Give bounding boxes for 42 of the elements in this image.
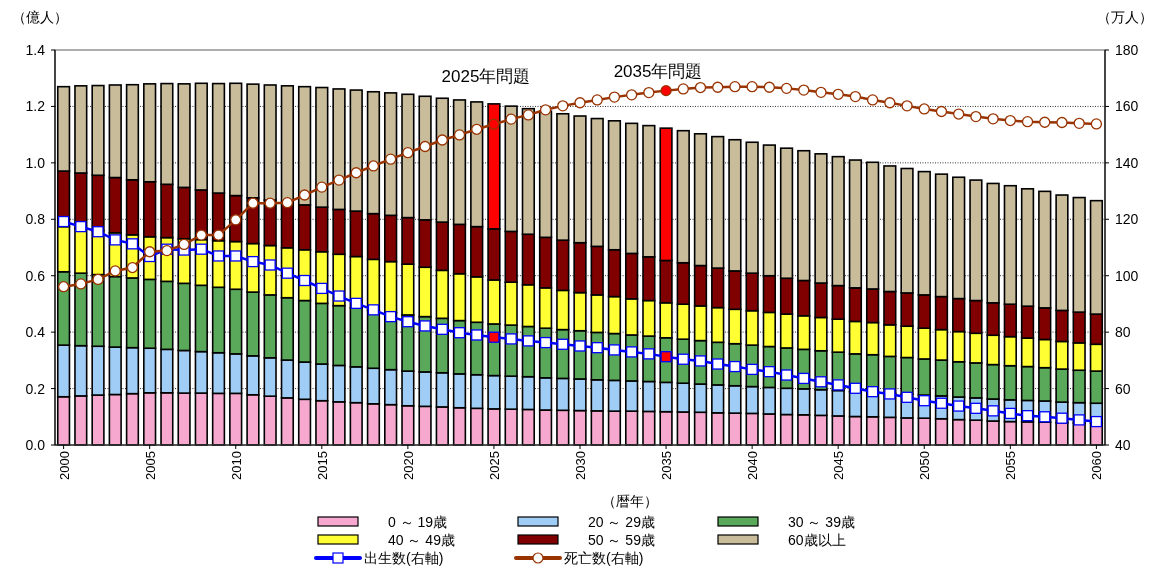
legend-label: 50 ～ 59歳 [588,532,655,548]
y-tick-label: 1.4 [25,42,46,58]
y2-tick-label: 40 [1115,437,1131,453]
x-tick-label: 2055 [1003,451,1019,480]
y-tick-label: 0.8 [25,211,46,228]
y2-tick-label: 180 [1115,42,1139,58]
legend-label: 出生数(右軸) [364,550,444,566]
y-tick-label: 1.2 [25,98,46,115]
x-tick-label: 2025 [486,451,502,480]
y-tick-label: 0.4 [25,324,46,341]
x-tick-label: 2020 [400,451,416,480]
y2-tick-label: 80 [1115,324,1131,341]
y2-tick-label: 100 [1115,267,1139,284]
x-tick-label: 2035 [659,451,675,480]
x-tick-label: 2010 [228,451,244,480]
legend-label: 60歳以上 [788,532,846,548]
annotation: 2035年問題 [613,62,703,81]
y-tick-label: 1.0 [25,154,46,171]
y-tick-label: 0.2 [25,380,46,397]
legend-label: 40 ～ 49歳 [388,532,455,548]
y2-tick-label: 60 [1115,380,1131,397]
legend-label: 0 ～ 19歳 [388,514,448,530]
x-tick-label: 2030 [573,451,588,480]
x-tick-label: 2005 [142,451,158,480]
y2-tick-label: 160 [1115,98,1139,115]
annotation: 2025年問題 [441,67,531,86]
x-tick-label: 2060 [1089,451,1105,480]
x-tick-label: 2000 [56,451,72,480]
x-tick-label: 2015 [314,451,330,480]
y2-tick-label: 140 [1115,154,1139,171]
legend-label: 死亡数(右軸) [564,550,644,566]
y2-tick-label: 120 [1115,211,1139,228]
y2-axis-title: （万人） [1097,9,1153,25]
legend-label: 20 ～ 29歳 [588,514,655,530]
y-axis-title: （億人） [12,9,68,25]
legend-label: 30 ～ 39歳 [788,514,855,530]
y-tick-label: 0.6 [25,267,46,284]
x-axis-title: （暦年） [602,493,658,509]
y-tick-label: 0.0 [25,437,46,453]
x-tick-label: 2040 [745,451,761,480]
x-tick-label: 2045 [831,451,847,480]
x-tick-label: 2050 [917,451,933,480]
